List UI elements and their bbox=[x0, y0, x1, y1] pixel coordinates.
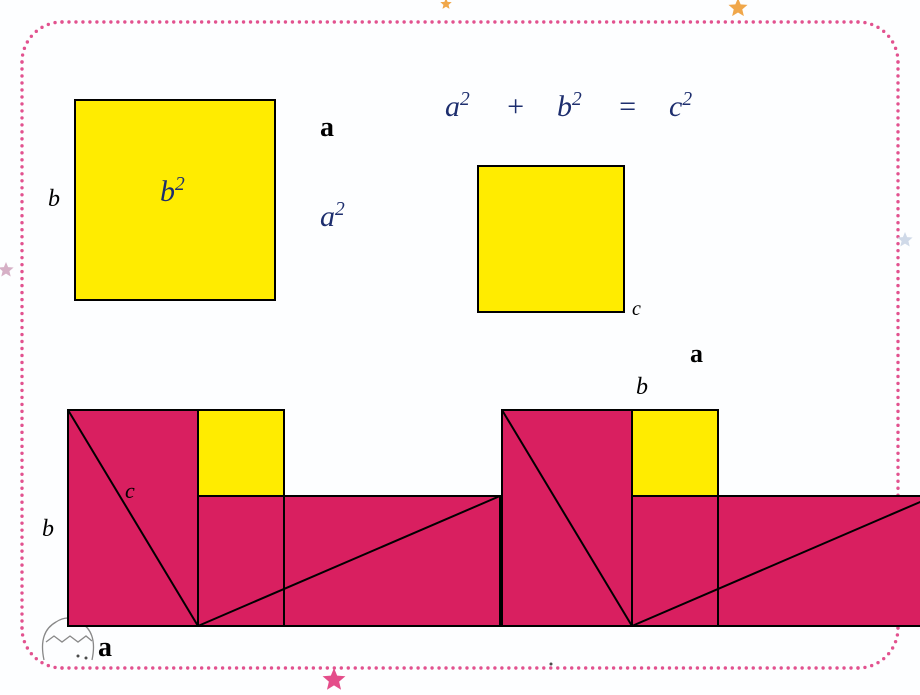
eq-c-sup: 2 bbox=[682, 89, 692, 110]
eq-a: a bbox=[445, 90, 460, 123]
label-a-top: a bbox=[320, 112, 334, 144]
label-a-bottom: a bbox=[98, 632, 112, 664]
label-b-left-top: b bbox=[48, 186, 60, 213]
equation: a2 + b2 = c2 bbox=[445, 90, 692, 124]
label-b-squared: b2 bbox=[160, 175, 185, 209]
label-c-in-triangle: c bbox=[125, 478, 135, 504]
eq-plus: + bbox=[505, 90, 525, 124]
eq-eq: = bbox=[617, 90, 637, 124]
eq-a-sup: 2 bbox=[460, 89, 470, 110]
eq-b-sup: 2 bbox=[572, 89, 582, 110]
label-b-left-bot: b bbox=[42, 516, 54, 543]
label-a-mid-r: a bbox=[690, 339, 703, 369]
diagram-stage: a2 + b2 = c2 a b c a b b a c a2 b2 bbox=[0, 0, 920, 690]
eq-b: b bbox=[557, 90, 572, 123]
label-a-squared: a2 bbox=[320, 200, 345, 234]
label-c-mid: c bbox=[632, 298, 641, 321]
eq-c: c bbox=[669, 90, 682, 123]
label-b-mid-r: b bbox=[636, 374, 648, 401]
